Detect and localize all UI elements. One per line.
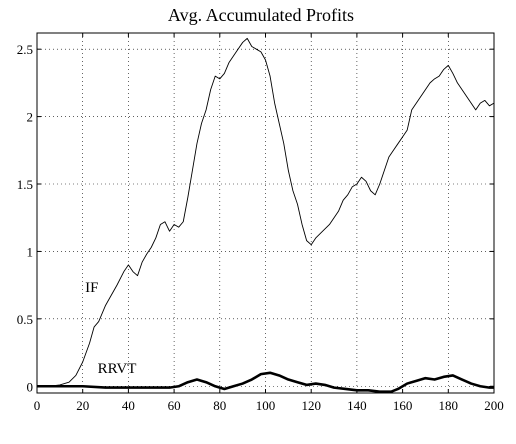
y-tick-label: 0 [27,379,34,394]
x-tick-label: 180 [439,398,459,413]
ticks [36,33,495,393]
y-tick-label: 1 [27,244,34,259]
y-tick-label: 1.5 [17,177,33,192]
tick-labels: 0 20 40 60 80 100 120 140 160 180 200 0 0.5 1 1.5 2 2.5 [17,42,504,413]
x-tick-label: 120 [301,398,321,413]
series-label-if: IF [85,280,98,296]
grid [37,33,494,393]
y-tick-label: 2 [27,110,34,125]
x-tick-label: 100 [256,398,276,413]
x-tick-label: 140 [347,398,367,413]
x-tick-label: 20 [76,398,89,413]
x-tick-label: 40 [122,398,135,413]
series-annotations: IF RRVT [85,280,136,377]
series-line-if [37,37,495,387]
series-label-rrvt: RRVT [98,361,137,377]
x-tick-label: 160 [393,398,413,413]
x-tick-label: 0 [34,398,41,413]
x-tick-label: 60 [168,398,181,413]
series-layer [37,37,495,393]
y-tick-label: 2.5 [17,42,33,57]
chart-title: Avg. Accumulated Profits [168,5,354,25]
x-tick-label: 80 [213,398,226,413]
x-tick-label: 200 [484,398,504,413]
y-tick-label: 0.5 [17,312,33,327]
series-line-rrvt [37,371,494,393]
